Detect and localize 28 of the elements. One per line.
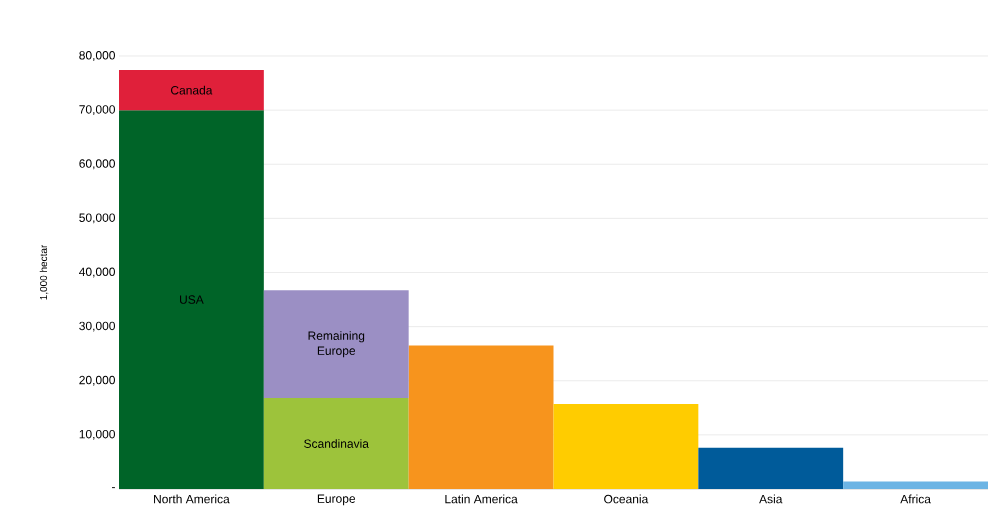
y-tick-label: 40,000 xyxy=(79,267,115,278)
y-axis-title: 1,000 hectar xyxy=(39,244,49,300)
x-tick-label: Latin America xyxy=(445,494,518,504)
y-tick-label: 50,000 xyxy=(79,213,115,224)
bar xyxy=(263,290,409,399)
series-label: Canada xyxy=(171,85,213,95)
bar xyxy=(553,404,699,489)
series-label: Remaining Europe xyxy=(308,331,365,358)
bar xyxy=(843,481,988,489)
series-label: Scandinavia xyxy=(304,439,369,448)
x-tick-label: Asia xyxy=(759,494,783,504)
bar xyxy=(119,70,264,111)
y-tick-label: 60,000 xyxy=(79,159,115,170)
y-tick-label: 80,000 xyxy=(79,51,115,61)
y-tick-label: 20,000 xyxy=(79,375,115,386)
y-tick-label: 10,000 xyxy=(79,429,115,440)
y-tick-label: 30,000 xyxy=(79,321,115,332)
bar xyxy=(263,398,409,489)
y-tick-label: 70,000 xyxy=(79,105,115,116)
bar xyxy=(408,345,554,489)
x-tick-label: Europe xyxy=(317,494,356,506)
series-label: USA xyxy=(180,295,204,304)
bar xyxy=(698,447,844,489)
bar xyxy=(119,110,264,489)
x-tick-label: North America xyxy=(154,494,230,504)
x-tick-label: Oceania xyxy=(604,494,649,504)
x-tick-label: Africa xyxy=(900,494,931,504)
y-tick-label: - xyxy=(112,487,115,489)
